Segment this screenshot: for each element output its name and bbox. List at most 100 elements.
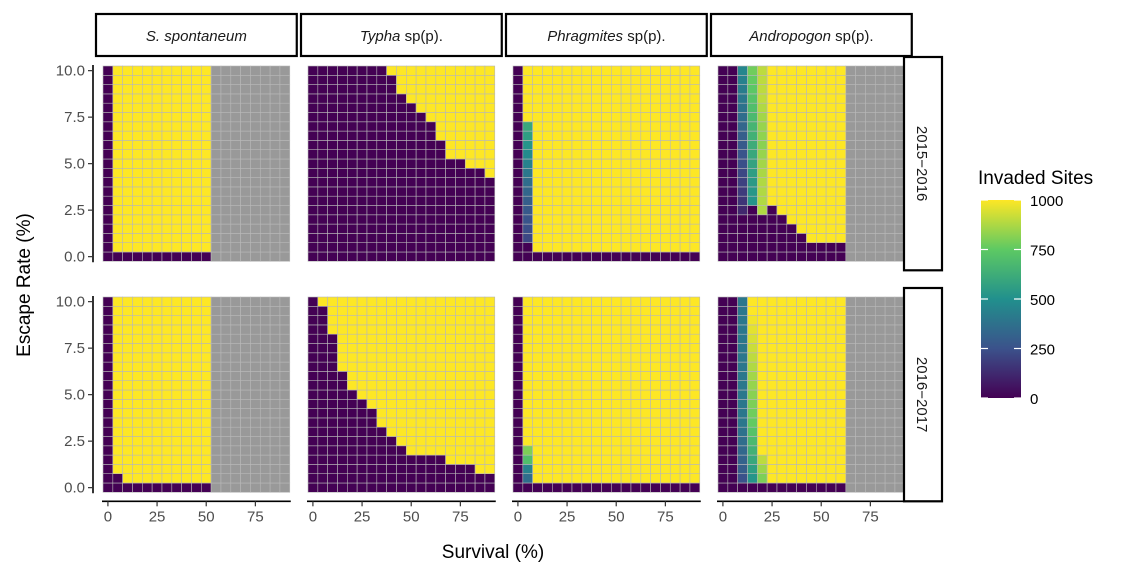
heatmap-cell xyxy=(855,186,866,197)
heatmap-cell xyxy=(484,214,496,225)
heatmap-cell xyxy=(689,389,701,400)
heatmap-cell xyxy=(571,417,583,428)
heatmap-cell xyxy=(220,149,232,160)
heatmap-cell xyxy=(220,352,232,363)
heatmap-cell xyxy=(347,305,358,316)
heatmap-cell xyxy=(630,371,642,381)
heatmap-cell xyxy=(865,149,876,160)
heatmap-cell xyxy=(874,158,886,169)
heatmap-cell xyxy=(591,195,602,206)
heatmap-cell xyxy=(435,324,446,335)
heatmap-cell xyxy=(845,380,856,391)
heatmap-cell xyxy=(737,251,748,262)
heatmap-cell xyxy=(757,121,768,132)
heatmap-cell xyxy=(220,75,232,85)
heatmap-cell xyxy=(601,140,612,150)
heatmap-cell xyxy=(201,464,212,474)
heatmap-cell xyxy=(356,473,368,484)
heatmap-cell xyxy=(630,473,642,484)
heatmap-cell xyxy=(279,296,291,307)
heatmap-cell xyxy=(142,251,153,262)
heatmap-cell xyxy=(142,333,153,344)
heatmap-cell xyxy=(522,251,533,262)
heatmap-cell xyxy=(415,343,427,354)
heatmap-cell xyxy=(737,186,748,197)
heatmap-cell xyxy=(689,380,701,391)
heatmap-cell xyxy=(435,473,446,484)
heatmap-cell xyxy=(650,186,661,197)
heatmap-cell xyxy=(112,436,123,447)
heatmap-cell xyxy=(347,112,358,123)
heatmap-cell xyxy=(571,333,583,344)
heatmap-cell xyxy=(455,223,466,234)
heatmap-cell xyxy=(825,333,837,344)
heatmap-cell xyxy=(142,445,153,456)
heatmap-cell xyxy=(766,464,778,474)
heatmap-cell xyxy=(865,436,876,447)
heatmap-cell xyxy=(376,408,387,419)
heatmap-cell xyxy=(161,75,173,85)
heatmap-cell xyxy=(766,130,778,141)
heatmap-cell xyxy=(327,195,338,206)
heatmap-cell xyxy=(776,65,788,76)
heatmap-cell xyxy=(874,205,886,216)
heatmap-cell xyxy=(279,149,291,160)
heatmap-cell xyxy=(630,242,642,253)
heatmap-cell xyxy=(610,112,622,123)
heatmap-cell xyxy=(337,417,348,428)
heatmap-cell xyxy=(337,168,348,178)
heatmap-cell xyxy=(884,140,896,150)
heatmap-cell xyxy=(376,436,387,447)
heatmap-cell xyxy=(269,380,281,391)
heatmap-cell xyxy=(142,324,153,335)
heatmap-cell xyxy=(776,464,788,474)
heatmap-cell xyxy=(601,473,612,484)
heatmap-cell xyxy=(874,389,886,400)
heatmap-cell xyxy=(269,454,281,465)
heatmap-cell xyxy=(542,84,553,95)
heatmap-cell xyxy=(279,343,291,354)
heatmap-cell xyxy=(425,371,437,381)
heatmap-cell xyxy=(522,296,533,307)
heatmap-cell xyxy=(610,130,622,141)
heatmap-cell xyxy=(464,186,476,197)
heatmap-cell xyxy=(522,426,533,437)
heatmap-cell xyxy=(747,149,758,160)
heatmap-cell xyxy=(425,195,437,206)
heatmap-cell xyxy=(717,102,729,113)
heatmap-cell xyxy=(669,324,681,335)
heatmap-cell xyxy=(279,361,291,372)
heatmap-cell xyxy=(201,121,212,132)
heatmap-cell xyxy=(542,454,553,465)
heatmap-cell xyxy=(815,158,827,169)
heatmap-cell xyxy=(669,205,681,216)
heatmap-cell xyxy=(181,482,192,493)
heatmap-cell xyxy=(191,408,202,419)
heatmap-cell xyxy=(356,130,368,141)
heatmap-cell xyxy=(317,75,328,85)
heatmap-cell xyxy=(240,168,251,178)
heatmap-cell xyxy=(601,333,612,344)
heatmap-cell xyxy=(581,408,592,419)
heatmap-cell xyxy=(630,426,642,437)
heatmap-cell xyxy=(396,186,407,197)
heatmap-cell xyxy=(561,361,573,372)
heatmap-cell xyxy=(240,305,251,316)
heatmap-cell xyxy=(640,121,651,132)
heatmap-cell xyxy=(337,333,348,344)
heatmap-cell xyxy=(620,121,632,132)
heatmap-cell xyxy=(542,158,553,169)
heatmap-cell xyxy=(181,296,192,307)
heatmap-cell xyxy=(660,242,671,253)
heatmap-cell xyxy=(405,251,417,262)
heatmap-cell xyxy=(571,445,583,456)
heatmap-cell xyxy=(660,352,671,363)
heatmap-cell xyxy=(679,84,691,95)
heatmap-cell xyxy=(376,112,387,123)
heatmap-cell xyxy=(855,195,866,206)
column-strip-label: Typha sp(p). xyxy=(360,28,443,45)
heatmap-cell xyxy=(259,473,271,484)
heatmap-cell xyxy=(776,84,788,95)
heatmap-cell xyxy=(601,177,612,188)
y-axis-title: Escape Rate (%) xyxy=(14,213,35,357)
